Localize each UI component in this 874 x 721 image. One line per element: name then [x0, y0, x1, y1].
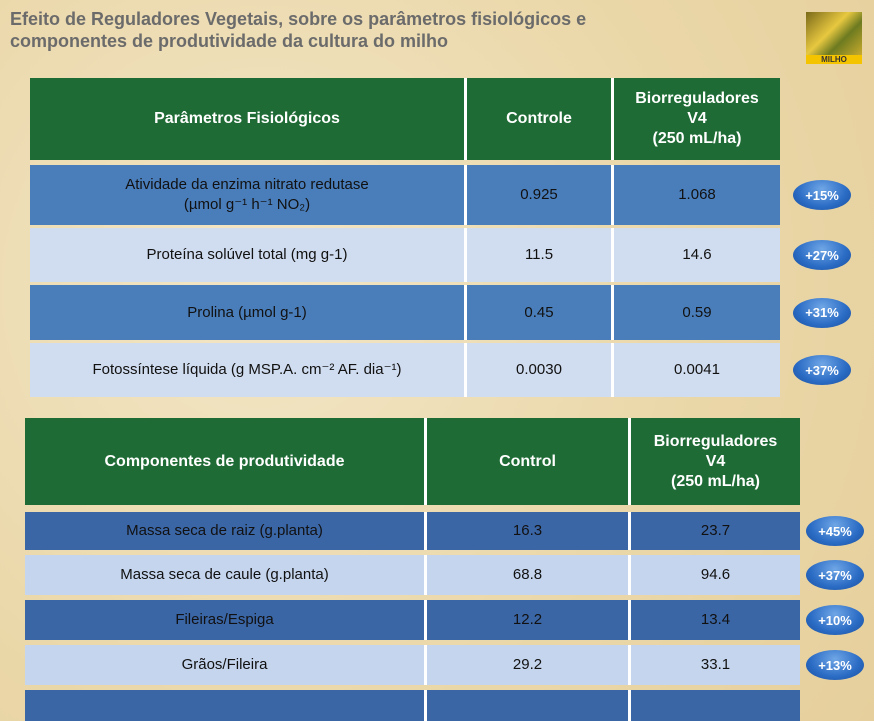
empty-row	[25, 690, 427, 721]
row-label: Grãos/Fileira	[25, 645, 427, 685]
change-badge: +37%	[793, 355, 851, 385]
column-header: Parâmetros Fisiológicos	[30, 78, 467, 160]
row-label: Proteína solúvel total (mg g-1)	[30, 228, 467, 282]
row-label: Fotossíntese líquida (g MSP.A. cm⁻² AF. …	[30, 343, 467, 397]
empty-row	[631, 690, 800, 721]
row-label: Massa seca de raiz (g.planta)	[25, 512, 427, 550]
change-badge: +45%	[806, 516, 864, 546]
slide-title: Efeito de Reguladores Vegetais, sobre os…	[10, 9, 587, 51]
value-cell: 0.59	[614, 285, 780, 340]
value-cell: 0.0030	[467, 343, 614, 397]
value-cell: 13.4	[631, 600, 800, 640]
change-badge: +13%	[806, 650, 864, 680]
logo-label: MILHO	[806, 55, 862, 64]
value-cell: 23.7	[631, 512, 800, 550]
column-header: Componentes de produtividade	[25, 418, 427, 505]
value-cell: 68.8	[427, 555, 631, 595]
change-badge: +15%	[793, 180, 851, 210]
value-cell: 1.068	[614, 165, 780, 225]
value-cell: 0.925	[467, 165, 614, 225]
change-badge: +10%	[806, 605, 864, 635]
logo: MILHO	[806, 12, 862, 64]
value-cell: 0.0041	[614, 343, 780, 397]
empty-row	[427, 690, 631, 721]
value-cell: 94.6	[631, 555, 800, 595]
column-header: Control	[427, 418, 631, 505]
row-label: Massa seca de caule (g.planta)	[25, 555, 427, 595]
column-header: Biorreguladores V4 (250 mL/ha)	[614, 78, 780, 160]
change-badge: +27%	[793, 240, 851, 270]
row-label: Atividade da enzima nitrato redutase (µm…	[30, 165, 467, 225]
row-label: Fileiras/Espiga	[25, 600, 427, 640]
column-header: Controle	[467, 78, 614, 160]
value-cell: 14.6	[614, 228, 780, 282]
value-cell: 11.5	[467, 228, 614, 282]
change-badge: +31%	[793, 297, 851, 328]
value-cell: 0.45	[467, 285, 614, 340]
value-cell: 16.3	[427, 512, 631, 550]
value-cell: 33.1	[631, 645, 800, 685]
value-cell: 29.2	[427, 645, 631, 685]
change-badge: +37%	[806, 560, 864, 590]
row-label: Prolina (µmol g-1)	[30, 285, 467, 340]
value-cell: 12.2	[427, 600, 631, 640]
column-header: Biorreguladores V4 (250 mL/ha)	[631, 418, 800, 505]
